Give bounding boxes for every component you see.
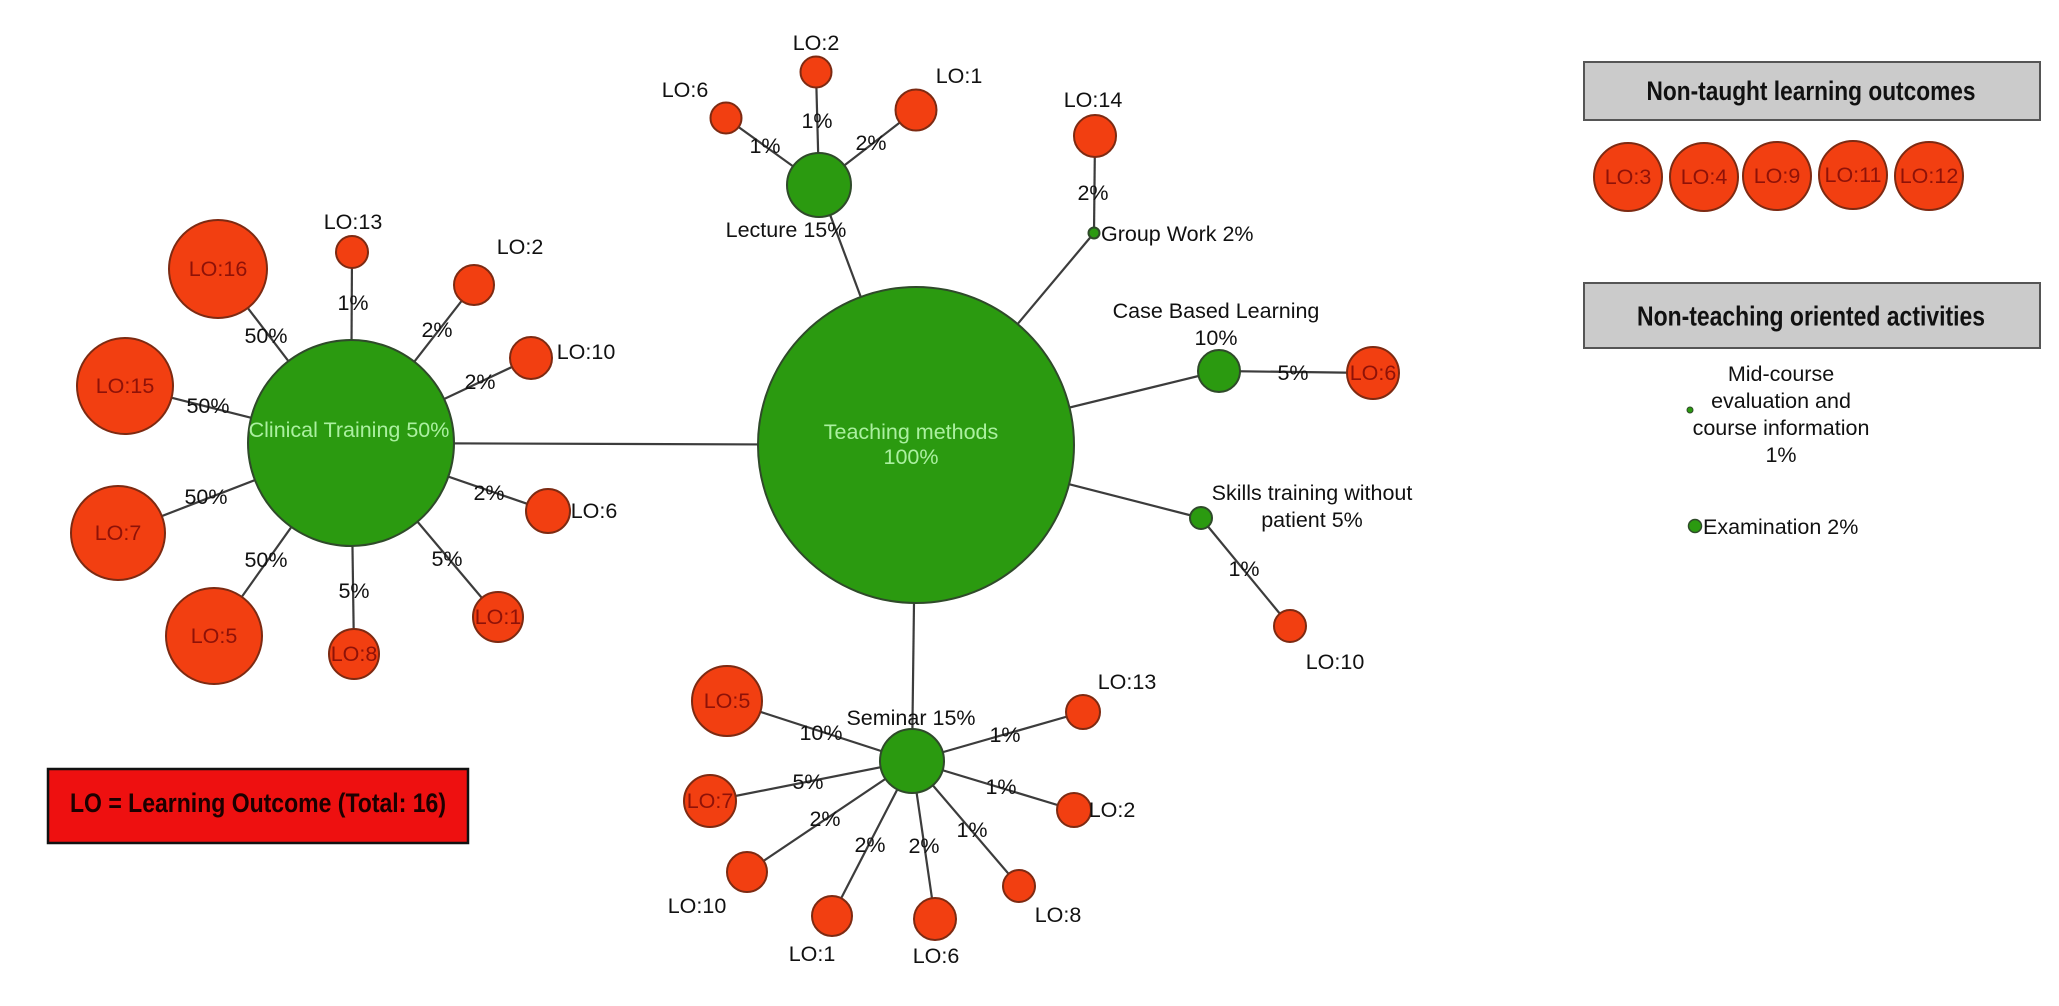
svg-text:LO:10: LO:10	[1306, 650, 1365, 674]
svg-text:LO:1: LO:1	[789, 942, 836, 966]
svg-text:LO:12: LO:12	[1900, 164, 1959, 188]
svg-text:2%: 2%	[1077, 181, 1108, 205]
svg-text:2%: 2%	[464, 370, 495, 394]
svg-text:Skills training without: Skills training without	[1212, 481, 1413, 505]
svg-text:LO = Learning Outcome (Total:: LO = Learning Outcome (Total: 16)	[70, 788, 446, 818]
svg-text:LO:2: LO:2	[497, 235, 544, 259]
svg-text:2%: 2%	[421, 318, 452, 342]
svg-text:evaluation and: evaluation and	[1711, 389, 1851, 413]
svg-text:LO:3: LO:3	[1605, 165, 1652, 189]
svg-text:LO:6: LO:6	[1350, 361, 1397, 385]
svg-text:1%: 1%	[337, 291, 368, 315]
svg-text:LO:8: LO:8	[1035, 903, 1082, 927]
svg-text:LO:11: LO:11	[1825, 163, 1882, 187]
svg-text:LO:4: LO:4	[1681, 165, 1728, 189]
svg-text:Lecture 15%: Lecture 15%	[726, 218, 847, 242]
svg-text:course information: course information	[1693, 416, 1870, 440]
svg-text:LO:14: LO:14	[1064, 88, 1123, 112]
svg-text:2%: 2%	[908, 834, 939, 858]
svg-text:Group Work 2%: Group Work 2%	[1101, 222, 1254, 246]
svg-text:LO:7: LO:7	[687, 789, 734, 813]
svg-text:1%: 1%	[985, 775, 1016, 799]
svg-text:1%: 1%	[801, 109, 832, 133]
svg-text:LO:6: LO:6	[662, 78, 709, 102]
svg-text:5%: 5%	[338, 579, 369, 603]
svg-text:LO:6: LO:6	[571, 499, 618, 523]
svg-text:LO:13: LO:13	[1098, 670, 1157, 694]
svg-text:LO:15: LO:15	[96, 374, 155, 398]
svg-text:LO:1: LO:1	[936, 64, 983, 88]
svg-text:Clinical Training 50%: Clinical Training 50%	[249, 418, 450, 442]
svg-text:1%: 1%	[989, 723, 1020, 747]
svg-text:50%: 50%	[186, 394, 229, 418]
svg-text:LO:5: LO:5	[191, 624, 238, 648]
svg-text:5%: 5%	[792, 770, 823, 794]
svg-text:LO:6: LO:6	[913, 944, 960, 968]
svg-text:patient 5%: patient 5%	[1261, 508, 1363, 532]
svg-text:LO:16: LO:16	[189, 257, 248, 281]
svg-text:1%: 1%	[749, 134, 780, 158]
svg-text:LO:2: LO:2	[1089, 798, 1136, 822]
svg-text:LO:10: LO:10	[668, 894, 727, 918]
svg-text:1%: 1%	[956, 818, 987, 842]
svg-text:2%: 2%	[809, 807, 840, 831]
svg-text:Teaching methods: Teaching methods	[824, 420, 999, 444]
svg-text:Examination 2%: Examination 2%	[1703, 515, 1858, 539]
svg-text:LO:5: LO:5	[704, 689, 751, 713]
svg-text:Case Based Learning: Case Based Learning	[1113, 299, 1320, 323]
svg-text:2%: 2%	[473, 481, 504, 505]
svg-text:Mid-course: Mid-course	[1728, 362, 1834, 386]
svg-text:LO:10: LO:10	[557, 340, 616, 364]
svg-text:LO:7: LO:7	[95, 521, 142, 545]
svg-text:10%: 10%	[799, 721, 842, 745]
svg-text:100%: 100%	[884, 445, 939, 469]
svg-text:2%: 2%	[854, 833, 885, 857]
svg-text:50%: 50%	[244, 548, 287, 572]
svg-text:Seminar 15%: Seminar 15%	[846, 706, 975, 730]
svg-text:5%: 5%	[431, 547, 462, 571]
svg-text:Non-teaching oriented activiti: Non-teaching oriented activities	[1637, 301, 1985, 332]
svg-text:LO:1: LO:1	[475, 605, 522, 629]
svg-text:Non-taught learning outcomes: Non-taught learning outcomes	[1647, 76, 1976, 106]
svg-text:2%: 2%	[855, 131, 886, 155]
svg-text:10%: 10%	[1194, 326, 1237, 350]
svg-text:LO:8: LO:8	[331, 642, 378, 666]
svg-text:50%: 50%	[244, 324, 287, 348]
svg-text:5%: 5%	[1277, 361, 1308, 385]
svg-text:1%: 1%	[1228, 557, 1259, 581]
svg-text:1%: 1%	[1765, 443, 1796, 467]
svg-text:LO:2: LO:2	[793, 31, 840, 55]
svg-text:50%: 50%	[184, 485, 227, 509]
svg-text:LO:13: LO:13	[324, 210, 383, 234]
svg-text:LO:9: LO:9	[1754, 164, 1801, 188]
